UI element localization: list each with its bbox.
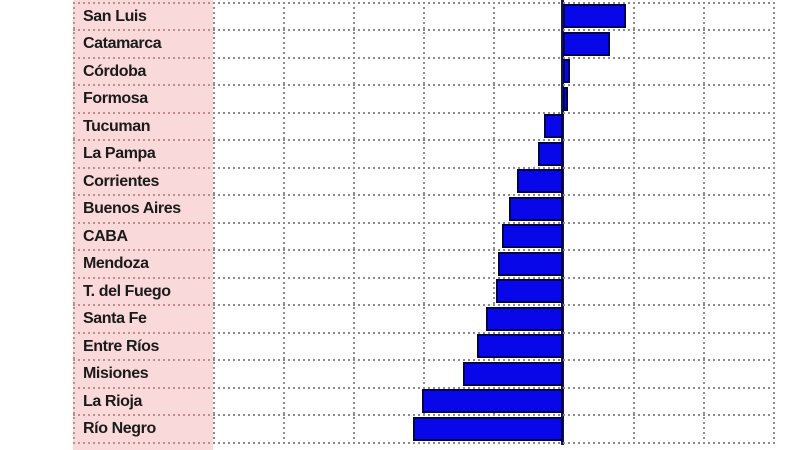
gridline-horizontal <box>213 387 773 389</box>
bar-entre-r-os <box>477 334 563 358</box>
gridline-horizontal <box>213 332 773 334</box>
gridline-horizontal <box>213 29 773 31</box>
category-label: Formosa <box>83 90 148 107</box>
gridline-horizontal <box>213 304 773 306</box>
gridline-horizontal <box>73 2 213 4</box>
bar-t-del-fuego <box>496 279 563 303</box>
category-label: Córdoba <box>83 63 146 80</box>
category-label: Buenos Aires <box>83 200 181 217</box>
gridline-horizontal <box>213 359 773 361</box>
category-label: San Luis <box>83 8 147 25</box>
gridline-horizontal <box>213 414 773 416</box>
category-label: Mendoza <box>83 255 149 272</box>
category-label: T. del Fuego <box>83 283 171 300</box>
gridline-horizontal <box>73 84 213 86</box>
bar-santa-fe <box>486 307 563 331</box>
category-label: Misiones <box>83 365 149 382</box>
bar-buenos-aires <box>509 197 563 221</box>
gridline-horizontal <box>73 139 213 141</box>
bar-la-pampa <box>538 142 563 166</box>
gridline-horizontal <box>213 277 773 279</box>
bar-tucuman <box>544 114 563 138</box>
gridline-horizontal <box>213 2 773 4</box>
gridline-horizontal <box>213 249 773 251</box>
gridline-horizontal <box>213 139 773 141</box>
category-label: Corrientes <box>83 173 160 190</box>
gridline-horizontal <box>73 277 213 279</box>
gridline-horizontal <box>73 442 213 444</box>
bar-san-luis <box>563 4 626 28</box>
bar-mendoza <box>498 252 563 276</box>
gridline-horizontal <box>213 222 773 224</box>
gridline-horizontal <box>73 414 213 416</box>
gridline-horizontal <box>73 222 213 224</box>
bar-la-rioja <box>422 389 563 413</box>
gridline-horizontal <box>213 112 773 114</box>
category-label-panel <box>73 0 213 450</box>
bar-formosa <box>563 87 568 111</box>
category-label: Entre Ríos <box>83 338 160 355</box>
category-label: CABA <box>83 228 128 245</box>
gridline-horizontal <box>73 249 213 251</box>
category-label: Catamarca <box>83 35 162 52</box>
category-label: Santa Fe <box>83 310 147 327</box>
gridline-vertical <box>773 2 775 444</box>
bar-c-rdoba <box>563 59 570 83</box>
gridline-horizontal <box>73 29 213 31</box>
category-label: La Rioja <box>83 393 143 410</box>
bar-misiones <box>463 362 563 386</box>
gridline-horizontal <box>73 359 213 361</box>
category-label: Río Negro <box>83 420 156 437</box>
gridline-horizontal <box>73 304 213 306</box>
bar-corrientes <box>517 169 563 193</box>
gridline-horizontal <box>213 194 773 196</box>
gridline-horizontal <box>213 167 773 169</box>
bar-r-o-negro <box>413 417 563 441</box>
gridline-horizontal <box>213 442 773 444</box>
gridline-horizontal <box>73 332 213 334</box>
bar-catamarca <box>563 32 610 56</box>
gridline-horizontal <box>73 112 213 114</box>
gridline-horizontal <box>73 167 213 169</box>
gridline-horizontal <box>213 84 773 86</box>
gridline-horizontal <box>73 194 213 196</box>
category-label: La Pampa <box>83 145 156 162</box>
bar-caba <box>502 224 563 248</box>
category-label: Tucuman <box>83 118 151 135</box>
gridline-horizontal <box>73 387 213 389</box>
gridline-horizontal <box>73 57 213 59</box>
gridline-horizontal <box>213 57 773 59</box>
